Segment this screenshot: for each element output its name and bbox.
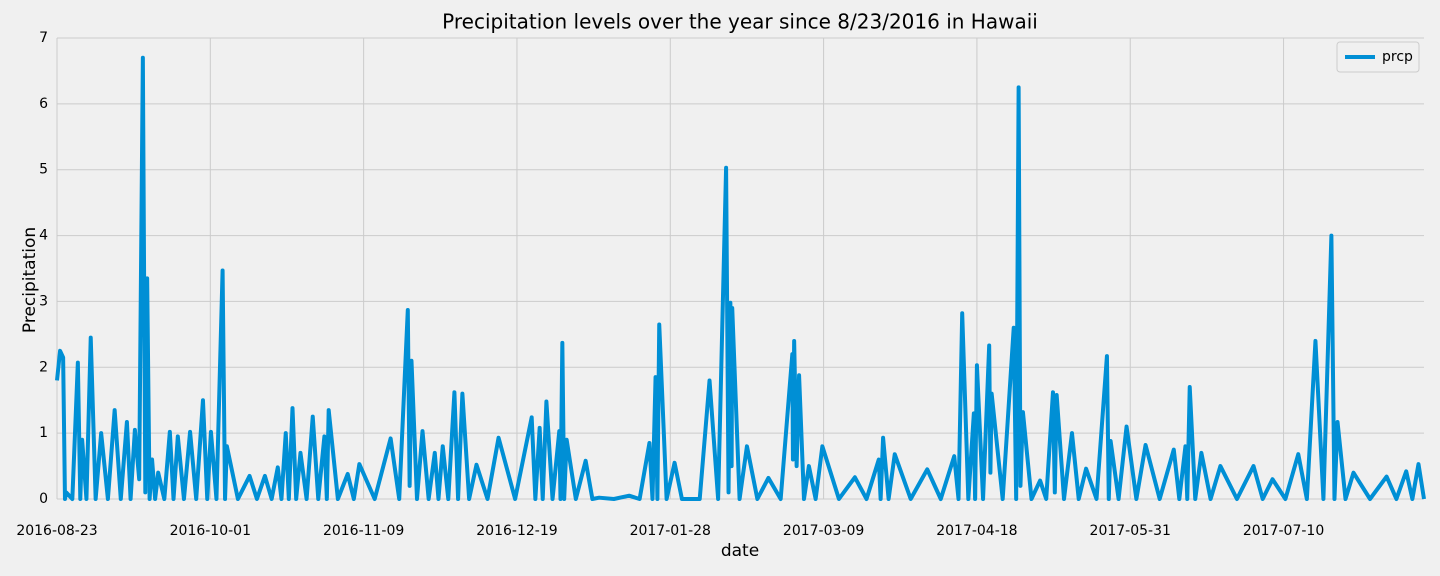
legend-box: [1336, 41, 1420, 73]
x-axis-label: date: [721, 541, 759, 561]
y-tick-label: 0: [39, 491, 48, 507]
x-tick-label: 2017-01-28: [630, 523, 711, 539]
y-tick-label: 5: [39, 162, 48, 178]
x-tick-label: 2016-08-23: [16, 523, 97, 539]
x-tick-label: 2017-03-09: [783, 523, 864, 539]
x-tick-label: 2017-04-18: [936, 523, 1017, 539]
x-tick-label: 2016-12-19: [476, 523, 557, 539]
data-line: [55, 55, 1426, 501]
chart-title: Precipitation levels over the year since…: [442, 10, 1038, 34]
y-axis-label: Precipitation: [20, 227, 40, 333]
y-tick-label: 2: [39, 359, 48, 375]
y-tick-label: 7: [39, 30, 48, 46]
y-tick-label: 3: [39, 293, 48, 309]
x-tick-label: 2017-05-31: [1090, 523, 1171, 539]
y-tick-label: 6: [39, 96, 48, 112]
x-tick-label: 2017-07-10: [1243, 523, 1324, 539]
grid: 0 1 2 3 4 5 6 7 2016-08-23 2016-10-01 2016-11-09 20…: [16, 30, 1424, 539]
y-tick-label: 4: [39, 228, 48, 244]
y-tick-label: 1: [39, 425, 48, 441]
x-tick-label: 2016-10-01: [170, 523, 251, 539]
legend: prcp: [1336, 41, 1420, 73]
x-tick-label: 2016-11-09: [323, 523, 404, 539]
plot: [55, 55, 1426, 501]
legend-label: prcp: [1382, 49, 1413, 65]
